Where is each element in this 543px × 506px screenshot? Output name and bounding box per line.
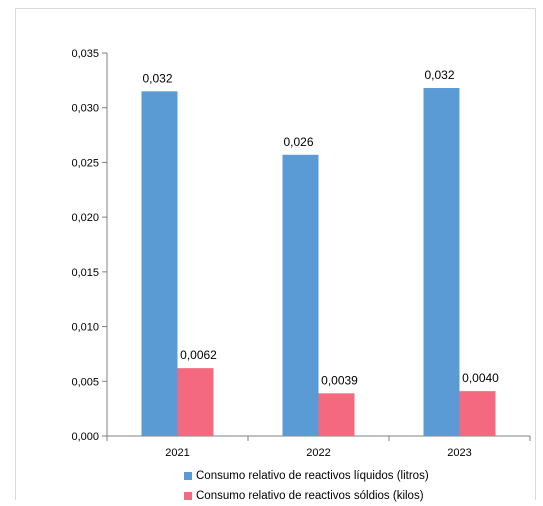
bar-liquidos-2022 xyxy=(282,154,319,437)
legend-label-liquidos: Consumo relativo de reactivos líquidos (… xyxy=(196,470,429,482)
legend-item-liquidos: Consumo relativo de reactivos líquidos (… xyxy=(184,466,429,486)
legend-swatch-solidos xyxy=(184,492,192,500)
bar-liquidos-2023 xyxy=(423,88,460,436)
y-tick-label: 0,010 xyxy=(71,322,99,334)
bar-solidos-2022 xyxy=(318,393,355,436)
legend-label-solidos: Consumo relativo de reactivos sóldios (k… xyxy=(196,490,424,502)
x-axis-ticks: 2021 2022 2023 xyxy=(106,436,531,459)
y-tick-label: 0,025 xyxy=(71,157,99,169)
bars xyxy=(141,88,496,437)
y-tick-label: 0,000 xyxy=(71,431,99,443)
data-labels: 0,032 0,026 0,032 0,0062 0,0039 0,0040 xyxy=(142,68,499,387)
data-label: 0,026 xyxy=(283,135,313,149)
y-axis-ticks: 0,000 0,005 0,010 0,015 0,020 0,025 0,030 0,035 xyxy=(71,48,107,443)
legend-item-solidos: Consumo relativo de reactivos sóldios (k… xyxy=(184,486,429,506)
bar-solidos-2021 xyxy=(177,368,214,436)
legend-swatch-liquidos xyxy=(184,472,192,480)
data-label: 0,0039 xyxy=(321,373,358,387)
y-tick-label: 0,015 xyxy=(71,267,99,279)
data-label: 0,0040 xyxy=(462,371,499,385)
y-tick-label: 0,020 xyxy=(71,212,99,224)
y-tick-label: 0,030 xyxy=(71,103,99,115)
data-label: 0,0062 xyxy=(180,348,217,362)
legend: Consumo relativo de reactivos líquidos (… xyxy=(184,466,429,506)
y-tick-label: 0,005 xyxy=(71,376,99,388)
bar-solidos-2023 xyxy=(459,391,496,436)
bar-chart: 0,000 0,005 0,010 0,015 0,020 0,025 0,030 0,035… xyxy=(71,48,531,459)
data-label: 0,032 xyxy=(424,68,454,82)
chart-frame xyxy=(15,8,536,500)
bar-liquidos-2021 xyxy=(141,91,178,437)
y-tick-label: 0,035 xyxy=(71,48,99,60)
x-tick-label: 2023 xyxy=(447,447,471,459)
x-tick-label: 2022 xyxy=(306,447,330,459)
data-label: 0,032 xyxy=(142,71,172,85)
x-tick-label: 2021 xyxy=(165,447,189,459)
